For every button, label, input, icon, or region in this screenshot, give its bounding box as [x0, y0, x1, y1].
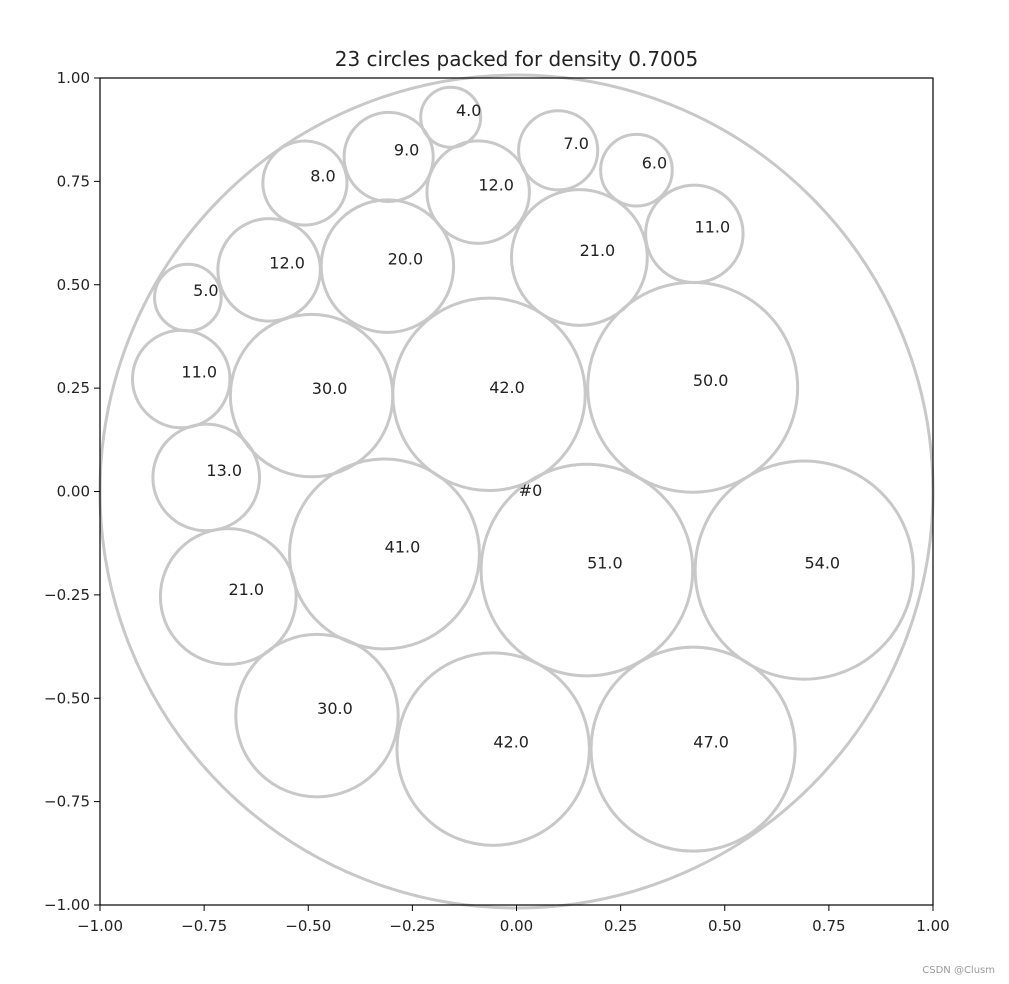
circle-label-16: 41.0: [385, 537, 421, 556]
circle-labels-layer: #0 4.0 9.0 8.0 7.0 6.0 12.0 11.0 21.0 20.0 12.0 5.0…: [181, 101, 840, 752]
circle-label-5: 12.0: [478, 176, 514, 195]
x-tick-label: −0.75: [181, 917, 227, 935]
circle-label-22: 47.0: [693, 733, 729, 752]
circle-label-14: 50.0: [693, 371, 729, 390]
packed-circle-21: [395, 651, 591, 847]
packed-circle-18: [693, 459, 915, 681]
circle-label-2: 8.0: [310, 167, 335, 186]
packed-circle-3: [517, 109, 600, 192]
x-tick-label: 1.00: [916, 917, 949, 935]
y-tick-label: 0.00: [57, 483, 90, 501]
packed-circle-14: [586, 280, 800, 494]
packed-circle-4: [599, 132, 674, 208]
circle-label-19: 21.0: [228, 580, 264, 599]
packed-circle-5: [425, 139, 531, 245]
packed-circle-11: [130, 328, 232, 430]
circle-label-0: 4.0: [456, 101, 481, 120]
circle-label-10: 5.0: [193, 281, 218, 300]
circle-label-21: 42.0: [493, 733, 529, 752]
circles-layer: [98, 73, 935, 910]
packed-circle-7: [510, 188, 649, 327]
y-axis: 1.00 0.75 0.50 0.25 0.00 −0.25 −0.50 −0.75 −1.00: [44, 69, 100, 914]
packed-circle-2: [261, 139, 349, 227]
x-axis: −1.00 −0.75 −0.50 −0.25 0.00 0.25 0.50 0.75 1.00: [77, 905, 950, 935]
x-tick-label: 0.75: [812, 917, 845, 935]
circle-label-18: 54.0: [804, 554, 840, 573]
y-tick-label: 0.25: [57, 379, 90, 397]
packed-circle-1: [342, 110, 435, 204]
packed-circle-20: [234, 632, 400, 799]
circle-label-8: 20.0: [388, 250, 424, 269]
chart-title: 23 circles packed for density 0.7005: [335, 47, 698, 71]
circle-label-1: 9.0: [394, 140, 419, 159]
x-tick-label: 0.25: [604, 917, 637, 935]
y-tick-label: −0.75: [44, 793, 90, 811]
circle-label-3: 7.0: [563, 134, 588, 153]
circle-label-11: 11.0: [181, 363, 217, 382]
circle-label-15: 13.0: [206, 461, 242, 480]
packed-circle-17: [479, 462, 695, 678]
packed-circle-19: [158, 527, 298, 666]
packed-circle-13: [391, 296, 587, 493]
circle-label-4: 6.0: [642, 154, 667, 173]
packed-circle-22: [589, 645, 797, 853]
circle-label-6: 11.0: [695, 217, 731, 236]
x-tick-label: −0.25: [389, 917, 435, 935]
container-label: #0: [519, 481, 543, 500]
x-tick-label: 0.00: [500, 917, 533, 935]
circle-label-12: 30.0: [312, 379, 348, 398]
y-tick-label: 1.00: [57, 69, 90, 87]
watermark: CSDN @Clusm: [922, 965, 995, 976]
y-tick-label: −0.25: [44, 586, 90, 604]
x-tick-label: −0.50: [285, 917, 331, 935]
y-tick-label: 0.75: [57, 172, 90, 190]
y-tick-label: −1.00: [44, 896, 90, 914]
y-tick-label: −0.50: [44, 689, 90, 707]
x-tick-label: 0.50: [708, 917, 741, 935]
circle-label-13: 42.0: [489, 378, 525, 397]
packed-circle-9: [216, 217, 322, 323]
circle-label-20: 30.0: [317, 699, 353, 718]
circle-label-17: 51.0: [587, 554, 623, 573]
circle-label-7: 21.0: [580, 241, 616, 260]
circle-label-9: 12.0: [269, 253, 305, 272]
x-tick-label: −1.00: [77, 917, 123, 935]
packed-circle-16: [288, 457, 481, 651]
y-tick-label: 0.50: [57, 276, 90, 294]
